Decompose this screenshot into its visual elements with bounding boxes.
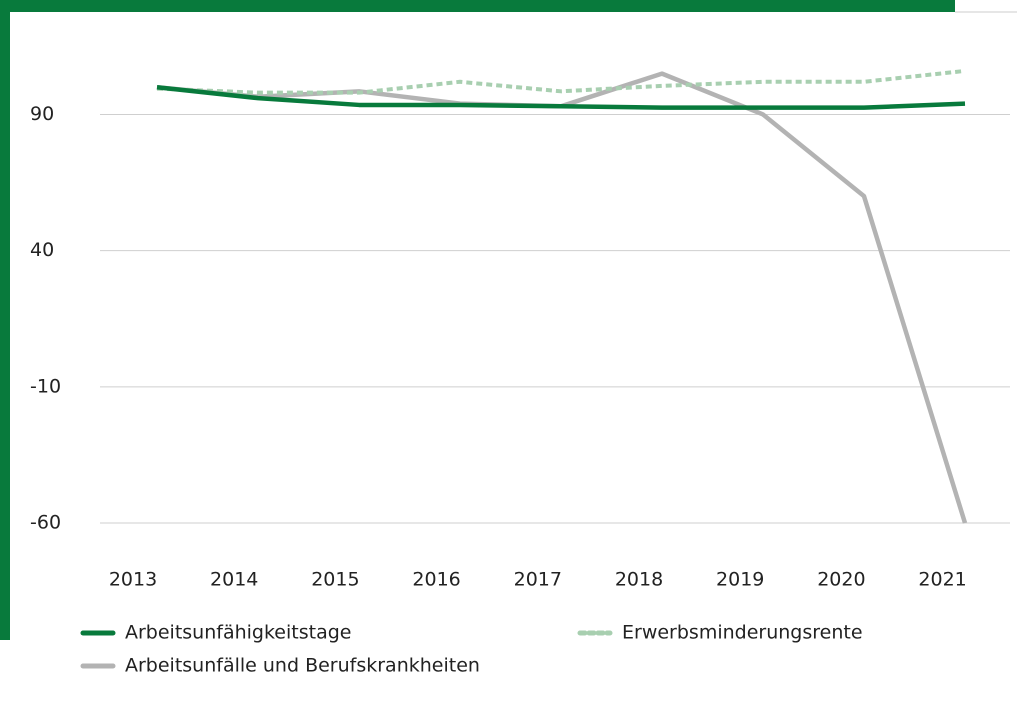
- x-tick-label: 2013: [109, 569, 157, 591]
- legend-label: Arbeitsunfähigkeitstage: [125, 622, 351, 644]
- frame-left: [0, 0, 10, 640]
- series-line: [156, 71, 968, 524]
- legend-label: Erwerbsminderungsrente: [622, 622, 863, 644]
- x-tick-label: 2020: [817, 569, 865, 591]
- frame-top: [0, 0, 955, 12]
- y-tick-label: 40: [30, 239, 54, 261]
- y-tick-label: -60: [30, 512, 61, 534]
- x-tick-label: 2017: [514, 569, 562, 591]
- x-tick-label: 2018: [615, 569, 663, 591]
- x-tick-label: 2014: [210, 569, 258, 591]
- legend-label: Arbeitsunfälle und Berufskrankheiten: [125, 655, 480, 677]
- y-tick-label: 90: [30, 103, 54, 125]
- x-tick-label: 2019: [716, 569, 764, 591]
- series-line: [156, 84, 966, 110]
- series-line: [156, 68, 966, 95]
- x-tick-label: 2021: [918, 569, 966, 591]
- y-tick-label: -10: [30, 375, 61, 397]
- x-tick-label: 2015: [311, 569, 359, 591]
- x-tick-label: 2016: [412, 569, 460, 591]
